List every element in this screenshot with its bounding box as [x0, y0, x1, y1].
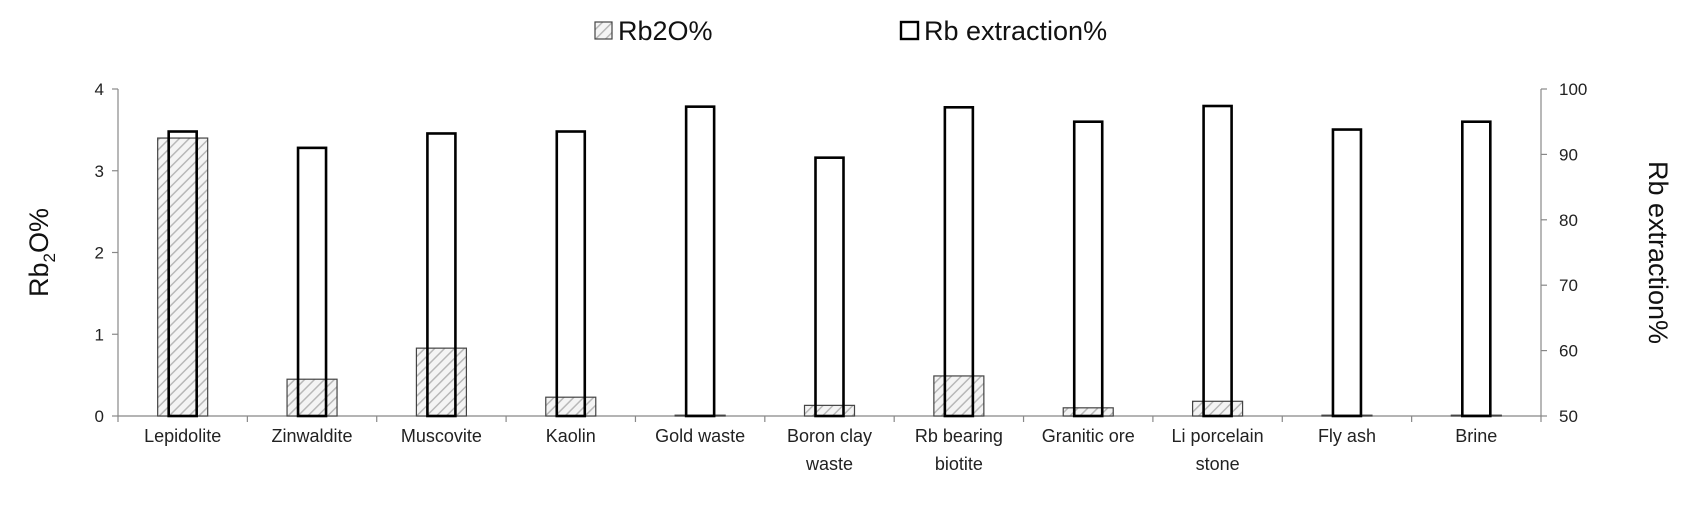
rb-extraction-bar — [814, 156, 845, 418]
category-label: stone — [1196, 454, 1240, 474]
left-axis-title-tail: O% — [24, 208, 54, 253]
category-label: Lepidolite — [144, 426, 221, 446]
chart-legend: Rb2O% Rb extraction% — [594, 16, 1107, 46]
rb2o-bar — [415, 347, 468, 417]
rb2o-bar — [1191, 400, 1244, 417]
rb-extraction-bar — [1202, 104, 1233, 418]
left-axis-title-subscript: 2 — [40, 253, 59, 262]
right-tick-label: 50 — [1559, 407, 1578, 426]
rb-extraction-bar — [1461, 120, 1492, 418]
right-tick-label: 100 — [1559, 80, 1587, 99]
left-tick-label: 0 — [95, 407, 104, 426]
legend-swatch-rb-extraction — [899, 20, 920, 41]
left-axis-title: Rb2O% — [24, 208, 59, 297]
right-tick-label: 60 — [1559, 342, 1578, 361]
left-tick-label: 4 — [95, 80, 104, 99]
rb-extraction-bar — [1072, 120, 1104, 418]
right-tick-label: 90 — [1559, 145, 1578, 164]
rb-extraction-bar — [426, 132, 457, 418]
rb2o-bar — [933, 375, 985, 417]
category-labels: Lepidolite Zinwaldite Muscovite Kaolin Gold … — [144, 426, 1497, 474]
legend-swatch-rb2o — [594, 21, 613, 40]
rb-extraction-bar — [943, 106, 975, 418]
rb2o-bar — [545, 396, 597, 417]
rb2o-bar — [286, 378, 338, 417]
left-tick-label: 1 — [95, 325, 104, 344]
left-tick-label: 2 — [95, 244, 104, 263]
category-label: Muscovite — [401, 426, 482, 446]
legend-label: Rb2O% — [618, 16, 713, 46]
category-label: Boron clay — [787, 426, 872, 446]
chart-bars — [157, 104, 1502, 418]
rb-extraction-bar — [167, 130, 198, 418]
right-tick-label: 70 — [1559, 276, 1578, 295]
category-label: biotite — [935, 454, 983, 474]
right-axis-title: Rb extraction% — [1643, 161, 1673, 344]
rb-extraction-bar — [684, 105, 716, 418]
category-label: Li porcelain — [1172, 426, 1264, 446]
left-axis-title-main: Rb — [24, 262, 54, 297]
rb-extraction-bar — [1331, 128, 1363, 418]
category-label: Granitic ore — [1042, 426, 1135, 446]
category-label: Rb bearing — [915, 426, 1003, 446]
rb-extraction-bar — [296, 146, 328, 418]
rb-extraction-bar — [555, 130, 587, 418]
left-tick-label: 3 — [95, 162, 104, 181]
category-label: Fly ash — [1318, 426, 1376, 446]
category-label: Kaolin — [546, 426, 596, 446]
rb2o-bar — [803, 404, 856, 417]
right-tick-label: 80 — [1559, 211, 1578, 230]
category-label: waste — [805, 454, 853, 474]
rb2o-bar — [157, 137, 209, 417]
category-label: Zinwaldite — [272, 426, 353, 446]
category-label: Brine — [1455, 426, 1497, 446]
category-label: Gold waste — [655, 426, 745, 446]
legend-label: Rb extraction% — [924, 16, 1107, 46]
